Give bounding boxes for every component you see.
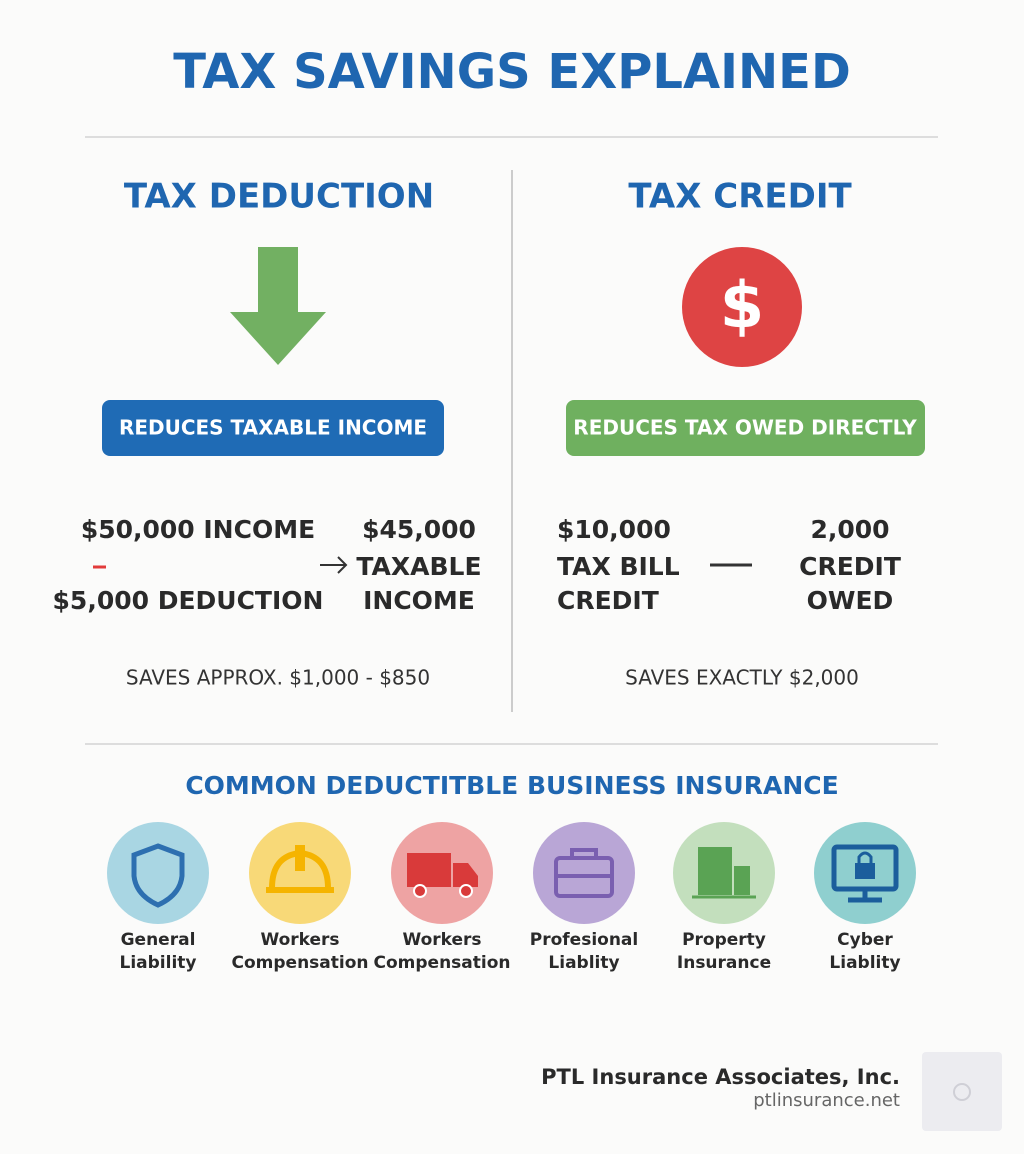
title: TAX SAVINGS EXPLAINED	[173, 44, 851, 100]
insurance-label: Liablity	[829, 953, 900, 973]
badge	[566, 400, 925, 456]
badge	[102, 400, 444, 456]
insurance-labels: General Liability Workers Compensation Worke…	[120, 930, 901, 973]
tax-bill: TAX BILL	[557, 552, 680, 581]
badge-text: REDUCES TAXABLE INCOME	[119, 416, 427, 440]
owed: CREDIT	[799, 552, 901, 581]
computer-icon	[848, 889, 882, 903]
helmet-icon	[295, 845, 305, 871]
truck-icon	[453, 863, 478, 887]
logo-icon	[953, 1083, 971, 1101]
owed: OWED	[807, 586, 894, 615]
icon-circle	[249, 822, 351, 924]
truck-icon	[413, 884, 427, 898]
heading: TAX CREDIT	[628, 177, 852, 217]
insurance-label: Workers	[402, 930, 481, 950]
arrow	[320, 556, 348, 574]
badge-text: REDUCES TAX OWED DIRECTLY	[573, 416, 917, 440]
insurance-label: Compensation	[374, 953, 511, 973]
insurance-label: Cyber	[837, 930, 893, 950]
dollar-icon	[682, 247, 802, 367]
briefcase-icon	[556, 848, 612, 878]
logo-placeholder	[922, 1052, 1002, 1131]
dollar-symbol: $	[720, 270, 765, 344]
income: $50,000 INCOME	[81, 515, 315, 544]
section-heading: COMMON DEDUCTITBLE BUSINESS INSURANCE	[185, 771, 838, 800]
building-icon	[698, 847, 732, 895]
company: PTL Insurance Associates, Inc.	[541, 1065, 900, 1089]
savings: SAVES APPROX. $1,000 - $850	[126, 666, 430, 690]
insurance-icons	[107, 822, 916, 924]
insurance-label: Liability	[120, 953, 197, 973]
building-icon	[734, 866, 750, 895]
result: $45,000	[362, 515, 476, 544]
savings: SAVES EXACTLY $2,000	[625, 666, 859, 690]
shield-icon	[131, 843, 185, 908]
deduction: $5,000 DEDUCTION	[53, 586, 324, 615]
truck-icon	[407, 853, 451, 887]
lock-icon	[857, 851, 873, 863]
website: ptlinsurance.net	[753, 1090, 900, 1111]
down-arrow-icon	[230, 247, 326, 365]
insurance-label: Compensation	[232, 953, 369, 973]
icon-circle	[533, 822, 635, 924]
insurance-label: Insurance	[677, 953, 771, 973]
insurance-label: Profesional	[530, 930, 638, 950]
tax-bill: CREDIT	[557, 586, 659, 615]
insurance-label: Property	[682, 930, 766, 950]
owed: 2,000	[810, 515, 889, 544]
truck-icon	[459, 884, 473, 898]
tax-bill: $10,000	[557, 515, 671, 544]
insurance-label: Liablity	[548, 953, 619, 973]
heading: TAX DEDUCTION	[124, 177, 434, 217]
icon-circle	[107, 822, 209, 924]
result: INCOME	[363, 586, 475, 615]
insurance-label: Workers	[260, 930, 339, 950]
lock-icon	[855, 863, 875, 879]
result: TAXABLE	[356, 552, 481, 581]
insurance-label: General	[121, 930, 196, 950]
